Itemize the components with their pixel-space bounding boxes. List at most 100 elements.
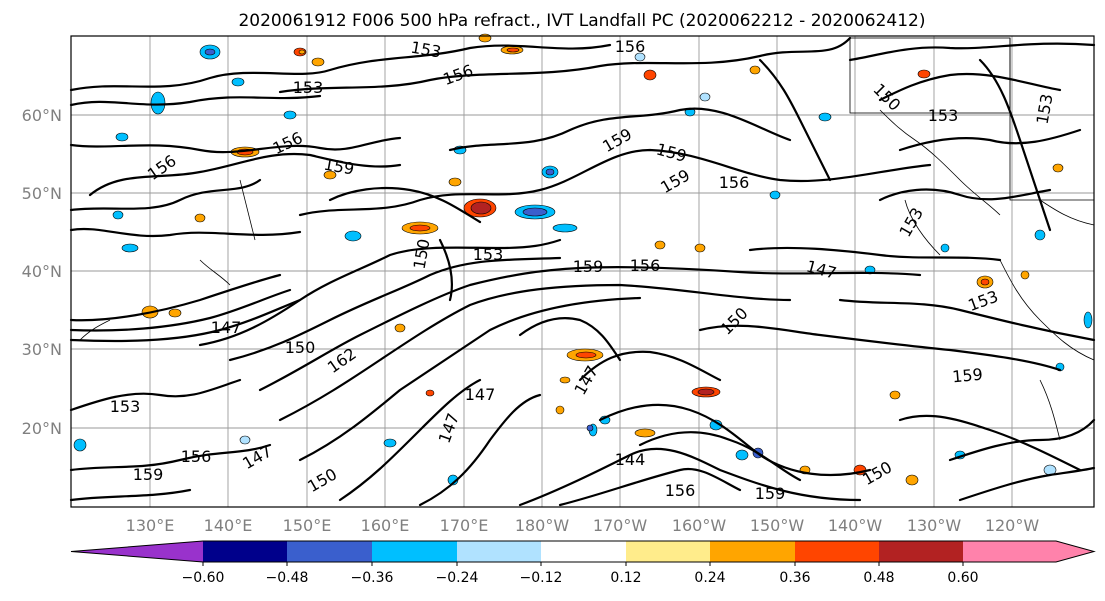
contour-line [898, 414, 1082, 472]
lon-label: 130°E [126, 516, 175, 535]
colorbar-tick-label: 0.48 [863, 570, 894, 586]
contour-line [69, 94, 322, 107]
pc-patch [545, 168, 555, 176]
lon-label: 150°E [283, 516, 332, 535]
contour-line [88, 152, 402, 197]
contour-label: 156 [615, 37, 646, 56]
pc-patch [699, 92, 711, 102]
contour-line [278, 283, 792, 422]
coastline [239, 179, 256, 241]
contour-label: 159 [951, 365, 983, 387]
contour-line [878, 72, 1062, 102]
contour-line [838, 298, 1096, 342]
map-frame [70, 35, 1095, 508]
lon-label: 140°E [204, 516, 253, 535]
colorbar-bin [795, 541, 879, 562]
pc-patch [1052, 163, 1064, 173]
contour-label: 153 [473, 245, 504, 264]
contour-label: 144 [615, 450, 646, 469]
longitude-labels: 130°E 140°E 150°E 160°E 170°E 180°W 170°W 160°W… [126, 516, 1040, 535]
pc-patch [150, 91, 166, 115]
colorbar-bin [963, 541, 1056, 562]
colorbar-tick-label: 0.12 [610, 570, 641, 586]
coastline [199, 259, 231, 286]
pc-patch [555, 405, 565, 415]
contour-line [638, 431, 802, 482]
contour-line [328, 186, 482, 224]
colorbar-tick-label: −0.60 [182, 570, 225, 586]
pc-patch [889, 390, 901, 400]
pc-patch [559, 376, 571, 384]
contour-line [69, 488, 192, 502]
pc-patch [769, 190, 781, 200]
contour-line [958, 466, 1096, 502]
pc-patch [73, 438, 87, 452]
contour-line [69, 443, 272, 472]
pc-patch [194, 213, 206, 223]
colorbar-bin [457, 541, 541, 562]
colorbar-bin [710, 541, 795, 562]
pc-patch [818, 112, 832, 122]
colorbar-bin [287, 541, 372, 562]
coastline [879, 109, 1001, 216]
pc-patch [231, 77, 245, 87]
pc-shading [73, 33, 1093, 486]
pc-patch [980, 278, 990, 286]
contour-label: 147 [211, 318, 242, 337]
contour-line [438, 238, 454, 302]
pc-patch [283, 110, 297, 120]
contour-line [748, 246, 1002, 262]
lat-label: 60°N [22, 106, 62, 125]
colorbar-extend-min [71, 541, 203, 562]
pc-patch [586, 424, 594, 432]
pc-patch [115, 132, 129, 142]
contour-label: 153 [293, 78, 324, 97]
pc-patch [522, 207, 548, 217]
colorbar-tick-label: −0.12 [520, 570, 563, 586]
contour-label: 156 [665, 481, 696, 500]
lat-label: 40°N [22, 262, 62, 281]
pc-patch [506, 47, 520, 53]
pc-patch [905, 474, 919, 486]
lon-label: 170°W [593, 516, 648, 535]
boundary [1009, 38, 1094, 201]
contour-label: 159 [133, 465, 164, 484]
contour-line [558, 467, 742, 507]
contour-line [278, 36, 852, 94]
pc-patch [917, 69, 931, 79]
contour-line [578, 350, 722, 382]
colorbar-tick-label: −0.24 [436, 570, 479, 586]
contour-line [758, 58, 832, 182]
contour-line [848, 42, 1096, 62]
contour-line [69, 273, 282, 322]
pc-patch [323, 170, 337, 180]
contour-line [338, 378, 482, 502]
pc-patch [694, 243, 706, 253]
contour-line [448, 107, 792, 152]
contour-line [69, 178, 262, 212]
contour-line [518, 317, 622, 362]
contour-line [598, 403, 872, 477]
coastlines [79, 37, 1095, 441]
contour-line [198, 238, 562, 347]
map-panel: 153 156 153 156 159 156 156 159 159 159 156 153 153 1… [69, 33, 1096, 508]
map-background [71, 36, 1094, 507]
pc-patch [940, 243, 950, 253]
pc-patch [1020, 270, 1030, 280]
contour-label: 159 [573, 257, 604, 276]
lon-label: 170°E [440, 516, 489, 535]
colorbar-bin [372, 541, 457, 562]
pc-patch [552, 223, 578, 233]
lon-label: 140°W [828, 516, 883, 535]
pc-patch [239, 435, 251, 445]
coastline [904, 199, 941, 256]
colorbar-tick-label: −0.48 [266, 570, 309, 586]
contour-line [948, 418, 1096, 462]
colorbar-bin [203, 541, 287, 562]
pc-patch [298, 49, 306, 55]
figure-title: 2020061912 F006 500 hPa refract., IVT La… [238, 11, 925, 31]
contour-line [69, 378, 242, 412]
contour-line [898, 128, 1082, 152]
contour-line [69, 43, 612, 92]
contour-line [418, 393, 542, 507]
